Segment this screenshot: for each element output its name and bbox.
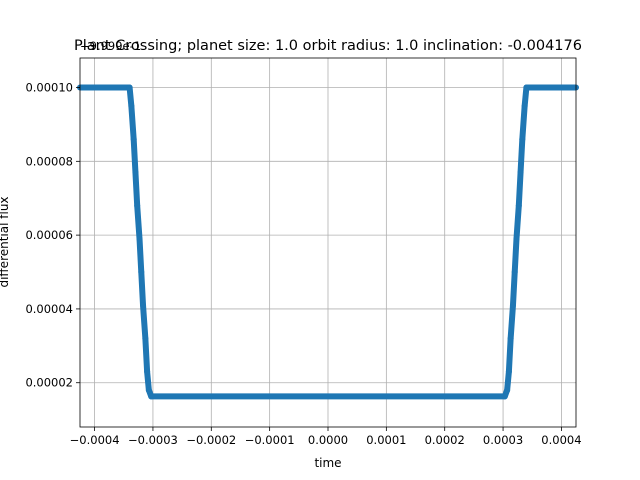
data-point [136,235,143,242]
data-point [504,387,511,394]
data-point [145,387,152,394]
data-point [132,169,139,176]
data-point [144,368,151,375]
y-offset-label: +9.999e-1 [80,39,141,53]
data-series [77,84,579,400]
x-tick-label: 0.0000 [308,433,348,447]
data-point [138,269,145,276]
series-line [80,84,576,400]
data-point [509,302,516,309]
data-point [513,235,520,242]
data-point [130,136,137,143]
x-axis-label: time [314,456,341,470]
x-tick-label: −0.0003 [128,433,178,447]
x-tick-label: −0.0002 [186,433,236,447]
grid [80,58,576,427]
data-point [505,368,512,375]
data-point [126,84,133,91]
y-tick-label: 0.00010 [25,81,73,95]
x-tick-label: 0.0002 [425,433,465,447]
data-point [519,136,526,143]
x-tick-label: −0.0004 [70,433,120,447]
data-point [507,335,514,342]
data-point [134,202,141,209]
y-tick-label: 0.00004 [25,302,73,316]
y-tick-label: 0.00002 [25,376,73,390]
data-point [521,102,528,109]
data-point [515,202,522,209]
data-point [523,84,530,91]
x-tick-label: −0.0001 [245,433,295,447]
x-tick-label: 0.0004 [541,433,581,447]
data-point [148,393,155,400]
data-point [142,335,149,342]
y-tick-label: 0.00006 [25,228,73,242]
x-tick-label: 0.0003 [483,433,523,447]
data-point [140,302,147,309]
y-axis-label: differential flux [0,196,11,287]
y-tick-label: 0.00008 [25,154,73,168]
data-point [128,102,135,109]
data-point [511,269,518,276]
chart-title: Plant Crossing; planet size: 1.0 orbit r… [74,38,582,54]
x-tick-label: 0.0001 [366,433,406,447]
y-axis-ticks: 0.00002 0.00004 0.00006 0.00008 0.00010 [25,81,80,390]
x-axis-ticks: −0.0004 −0.0003 −0.0002 −0.0001 0.0000 0.0001… [70,427,582,447]
data-point [501,393,508,400]
data-point [517,169,524,176]
